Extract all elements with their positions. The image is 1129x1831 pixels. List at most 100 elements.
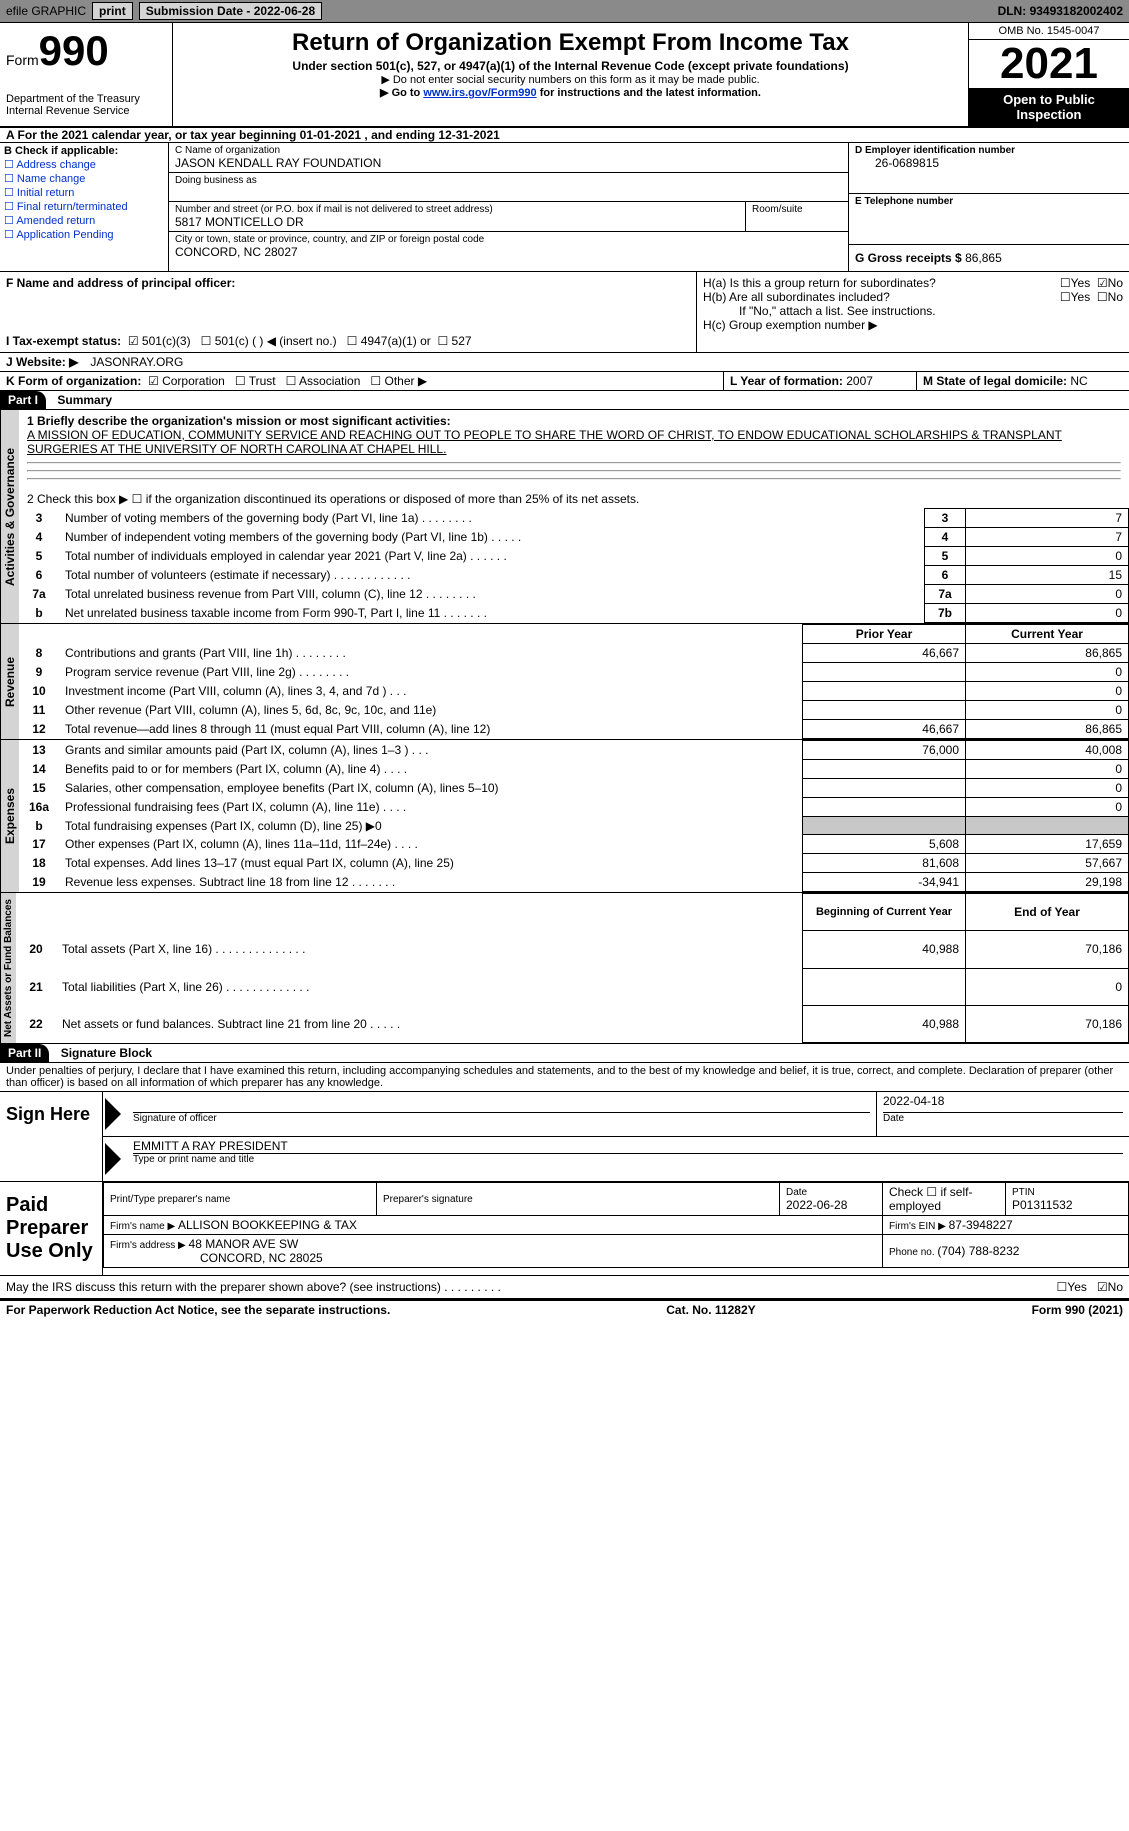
k-assoc[interactable]: ☐ Association [286, 374, 361, 388]
mission-text: A MISSION OF EDUCATION, COMMUNITY SERVIC… [27, 428, 1121, 456]
org-address: 5817 MONTICELLO DR [175, 215, 739, 229]
k-trust[interactable]: ☐ Trust [235, 374, 276, 388]
summary-top-table: 3Number of voting members of the governi… [19, 508, 1129, 623]
hdr-eoy: End of Year [966, 894, 1129, 931]
summary-row: 10Investment income (Part VIII, column (… [19, 682, 1129, 701]
print-name-label: Print/Type preparer's name [110, 1194, 370, 1205]
tab-net-assets: Net Assets or Fund Balances [0, 893, 16, 1043]
form-header: Form990 Department of the Treasury Inter… [0, 23, 1129, 128]
chk-amended[interactable]: ☐ Amended return [4, 214, 164, 227]
h-a-label: H(a) Is this a group return for subordin… [703, 276, 936, 290]
k-corp[interactable]: ☑ Corporation [148, 374, 225, 388]
expense-table: 13Grants and similar amounts paid (Part … [19, 740, 1129, 892]
hb-no[interactable]: ☐No [1097, 290, 1123, 304]
summary-row: 13Grants and similar amounts paid (Part … [19, 741, 1129, 760]
summary-row: 16aProfessional fundraising fees (Part I… [19, 798, 1129, 817]
org-city: CONCORD, NC 28027 [175, 245, 842, 259]
block-b-title: B Check if applicable: [4, 145, 164, 157]
summary-row: 17Other expenses (Part IX, column (A), l… [19, 835, 1129, 854]
chk-final-return[interactable]: ☐ Final return/terminated [4, 200, 164, 213]
part1-hdr: Part I [0, 391, 46, 409]
website-row: J Website: ▶ JASONRAY.ORG [0, 353, 1129, 372]
form-subtitle: Under section 501(c), 527, or 4947(a)(1)… [181, 59, 960, 73]
part2-title: Signature Block [61, 1046, 152, 1060]
firm-ein: 87-3948227 [949, 1218, 1013, 1232]
page-footer: For Paperwork Reduction Act Notice, see … [0, 1299, 1129, 1319]
firm-addr1: 48 MANOR AVE SW [189, 1237, 299, 1251]
ha-yes[interactable]: ☐Yes [1060, 276, 1090, 290]
block-f-label: F Name and address of principal officer: [6, 276, 690, 290]
firm-phone: (704) 788-8232 [937, 1244, 1019, 1258]
room-label: Room/suite [752, 204, 842, 215]
revenue-table: Prior YearCurrent Year 8Contributions an… [19, 624, 1129, 739]
paid-preparer-label: Paid Preparer Use Only [0, 1182, 103, 1275]
summary-row: 22Net assets or fund balances. Subtract … [16, 1005, 1129, 1042]
dba-label: Doing business as [175, 175, 842, 186]
chk-name-change[interactable]: ☐ Name change [4, 172, 164, 185]
tax-exempt-label: I Tax-exempt status: [6, 334, 121, 348]
chk-501c3[interactable]: ☑ 501(c)(3) [128, 334, 191, 348]
hb-yes[interactable]: ☐Yes [1060, 290, 1090, 304]
tax-year: 2021 [969, 40, 1129, 88]
discuss-label: May the IRS discuss this return with the… [6, 1280, 501, 1294]
hdr-boy: Beginning of Current Year [803, 894, 966, 931]
summary-row: 8Contributions and grants (Part VIII, li… [19, 644, 1129, 663]
discuss-no[interactable]: ☑No [1097, 1280, 1123, 1294]
form-number: 990 [39, 27, 109, 74]
block-c: C Name of organization JASON KENDALL RAY… [169, 143, 848, 271]
dln: DLN: 93493182002402 [998, 4, 1123, 18]
ha-no[interactable]: ☑No [1097, 276, 1123, 290]
org-name-label: C Name of organization [175, 145, 842, 156]
check-self-employed[interactable]: Check ☐ if self-employed [883, 1183, 1006, 1216]
perjury-text: Under penalties of perjury, I declare th… [0, 1063, 1129, 1091]
block-f: F Name and address of principal officer:… [0, 272, 697, 352]
entity-info-row: B Check if applicable: ☐ Address change … [0, 143, 1129, 272]
print-button[interactable]: print [92, 2, 133, 20]
sig-date-label: Date [883, 1113, 1123, 1124]
section-a-mid: , and ending [364, 128, 438, 142]
chk-4947[interactable]: ☐ 4947(a)(1) or [347, 334, 431, 348]
website-label: J Website: ▶ [0, 353, 84, 371]
tax-year-begin: 01-01-2021 [300, 128, 361, 142]
chk-initial-return[interactable]: ☐ Initial return [4, 186, 164, 199]
tax-year-end: 12-31-2021 [438, 128, 499, 142]
gross-value: 86,865 [965, 251, 1002, 265]
chk-pending[interactable]: ☐ Application Pending [4, 228, 164, 241]
note2-post: for instructions and the latest informat… [537, 87, 761, 99]
sig-date: 2022-04-18 [883, 1094, 1123, 1113]
submission-label: Submission Date - [146, 4, 254, 18]
summary-row: 21Total liabilities (Part X, line 26) . … [16, 968, 1129, 1005]
form-number-block: Form990 [6, 27, 166, 75]
irs-link[interactable]: www.irs.gov/Form990 [423, 87, 536, 99]
tab-activities: Activities & Governance [0, 410, 19, 623]
discuss-yes[interactable]: ☐Yes [1057, 1280, 1087, 1294]
form-title: Return of Organization Exempt From Incom… [181, 29, 960, 57]
l-label: L Year of formation: [730, 374, 846, 388]
hdr-current-year: Current Year [966, 625, 1129, 644]
chk-527[interactable]: ☐ 527 [437, 334, 471, 348]
city-label: City or town, state or province, country… [175, 234, 842, 245]
preparer-table: Print/Type preparer's name Preparer's si… [103, 1182, 1129, 1268]
k-other[interactable]: ☐ Other ▶ [370, 374, 427, 388]
sig-arrow-icon-2 [105, 1143, 121, 1175]
form-label: Form [6, 52, 39, 68]
sign-here-label: Sign Here [0, 1092, 103, 1181]
submission-date-button[interactable]: Submission Date - 2022-06-28 [139, 2, 322, 20]
omb-number: OMB No. 1545-0047 [969, 23, 1129, 40]
ein-label: D Employer identification number [855, 145, 1123, 156]
part2-hdr: Part II [0, 1044, 49, 1062]
chk-501c[interactable]: ☐ 501(c) ( ) ◀ (insert no.) [201, 334, 337, 348]
efile-label: efile GRAPHIC [6, 4, 86, 18]
klm-row: K Form of organization: ☑ Corporation ☐ … [0, 372, 1129, 391]
dept-treasury: Department of the Treasury [6, 93, 166, 105]
chk-address-change[interactable]: ☐ Address change [4, 158, 164, 171]
summary-row: 4Number of independent voting members of… [19, 528, 1129, 547]
officer-name: EMMITT A RAY PRESIDENT [133, 1139, 1123, 1154]
firm-name: ALLISON BOOKKEEPING & TAX [178, 1218, 357, 1232]
dln-value: 93493182002402 [1030, 4, 1123, 18]
type-name-label: Type or print name and title [133, 1154, 1123, 1165]
firm-name-label: Firm's name ▶ [110, 1221, 178, 1232]
summary-row: 15Salaries, other compensation, employee… [19, 779, 1129, 798]
net-assets-table: Beginning of Current YearEnd of Year 20T… [16, 893, 1129, 1043]
tab-revenue: Revenue [0, 624, 19, 739]
